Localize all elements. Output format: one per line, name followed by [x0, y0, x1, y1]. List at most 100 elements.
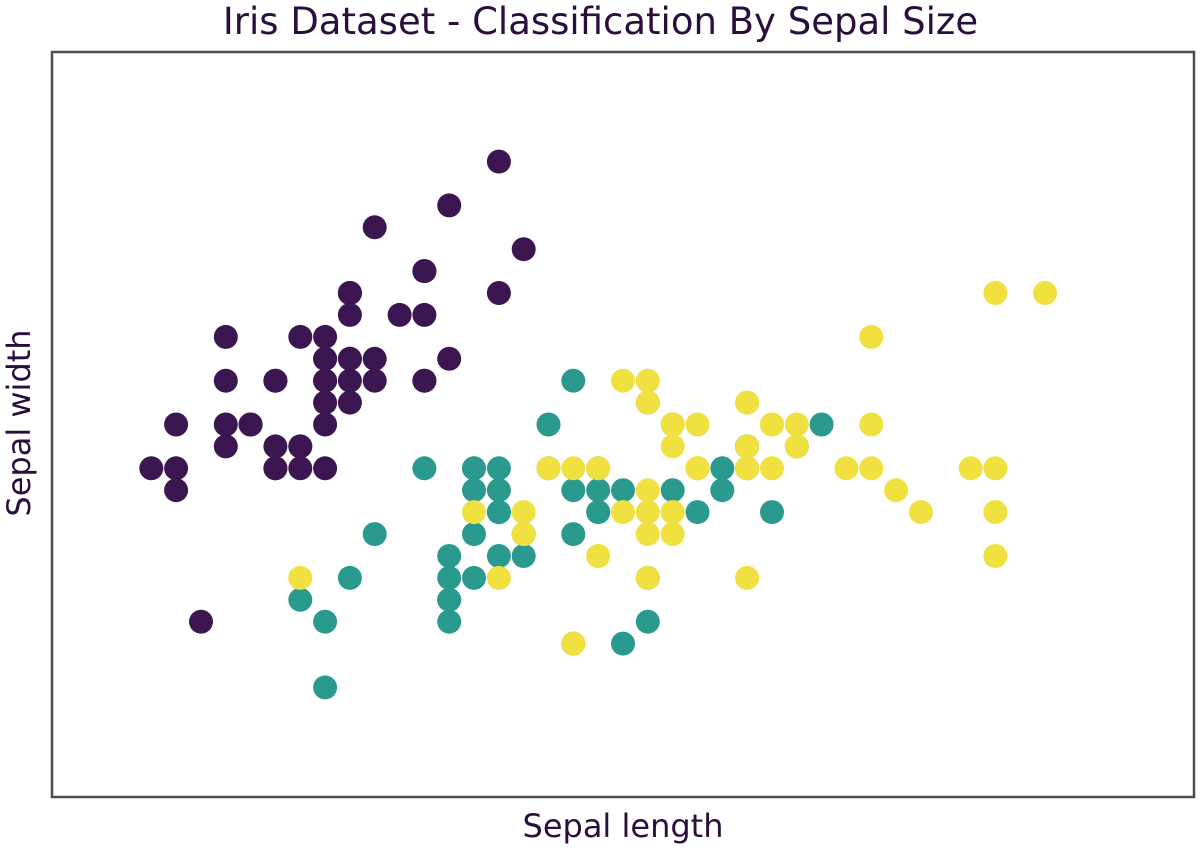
data-point [437, 544, 462, 568]
data-point [462, 478, 486, 503]
data-point [213, 412, 238, 437]
data-point [337, 390, 362, 415]
data-point [586, 456, 611, 481]
data-point [288, 587, 313, 612]
data-point [437, 346, 462, 371]
data-point [288, 456, 313, 481]
data-point [288, 324, 313, 349]
data-point [213, 324, 238, 349]
data-point [561, 631, 586, 656]
data-point [685, 500, 710, 525]
data-point [660, 412, 685, 437]
chart-title: Iris Dataset - Classification By Sepal S… [222, 0, 979, 43]
data-point [760, 412, 784, 437]
data-point [337, 368, 362, 393]
data-point [884, 478, 909, 503]
plot-frame [50, 50, 1196, 799]
data-point [412, 302, 437, 327]
data-point [437, 565, 462, 590]
data-point [735, 390, 760, 415]
data-point [635, 390, 660, 415]
data-point [412, 368, 437, 393]
data-point [635, 522, 660, 547]
data-point [511, 500, 536, 525]
data-point [412, 456, 437, 481]
data-point [611, 500, 635, 525]
data-point [710, 478, 735, 503]
data-point [313, 324, 338, 349]
data-point [362, 346, 387, 371]
data-point [337, 565, 362, 590]
data-point [859, 324, 884, 349]
data-point [536, 456, 561, 481]
data-point [760, 456, 784, 481]
data-point [735, 434, 760, 459]
data-point [139, 456, 164, 481]
data-point [164, 412, 189, 437]
data-point [288, 434, 313, 459]
data-point [362, 522, 387, 547]
data-point [486, 281, 511, 305]
data-points [139, 149, 1057, 700]
data-point [313, 390, 338, 415]
data-point [486, 544, 511, 568]
data-point [635, 478, 660, 503]
data-point [511, 237, 536, 262]
data-point [561, 456, 586, 481]
data-point [486, 456, 511, 481]
data-point [288, 565, 313, 590]
data-point [511, 522, 536, 547]
data-point [760, 500, 784, 525]
data-point [735, 456, 760, 481]
data-point [908, 500, 933, 525]
data-point [462, 522, 486, 547]
data-point [561, 522, 586, 547]
data-point [586, 500, 611, 525]
data-point [834, 456, 859, 481]
data-point [313, 609, 338, 634]
data-point [611, 368, 635, 393]
data-point [486, 500, 511, 525]
x-axis-label: Sepal length [522, 807, 724, 845]
data-point [362, 368, 387, 393]
data-point [958, 456, 983, 481]
data-point [437, 587, 462, 612]
data-point [337, 281, 362, 305]
data-point [859, 412, 884, 437]
data-point [983, 456, 1008, 481]
data-point [238, 412, 263, 437]
data-point [313, 346, 338, 371]
data-point [586, 544, 611, 568]
data-point [784, 434, 809, 459]
data-point [387, 302, 412, 327]
data-point [561, 478, 586, 503]
data-point [859, 456, 884, 481]
data-point [437, 193, 462, 218]
data-point [660, 522, 685, 547]
data-point [313, 675, 338, 700]
data-point [710, 456, 735, 481]
data-point [660, 434, 685, 459]
data-point [263, 434, 288, 459]
data-point [809, 412, 834, 437]
data-point [164, 478, 189, 503]
data-point [660, 500, 685, 525]
data-point [784, 412, 809, 437]
data-point [313, 456, 338, 481]
data-point [337, 302, 362, 327]
data-point [462, 565, 486, 590]
data-point [337, 346, 362, 371]
data-point [313, 368, 338, 393]
data-point [983, 544, 1008, 568]
data-point [263, 368, 288, 393]
data-point [561, 368, 586, 393]
data-point [611, 631, 635, 656]
data-point [462, 456, 486, 481]
data-point [189, 609, 213, 634]
data-point [213, 368, 238, 393]
data-point [1033, 281, 1057, 305]
data-point [213, 434, 238, 459]
data-point [536, 412, 561, 437]
data-point [983, 281, 1008, 305]
